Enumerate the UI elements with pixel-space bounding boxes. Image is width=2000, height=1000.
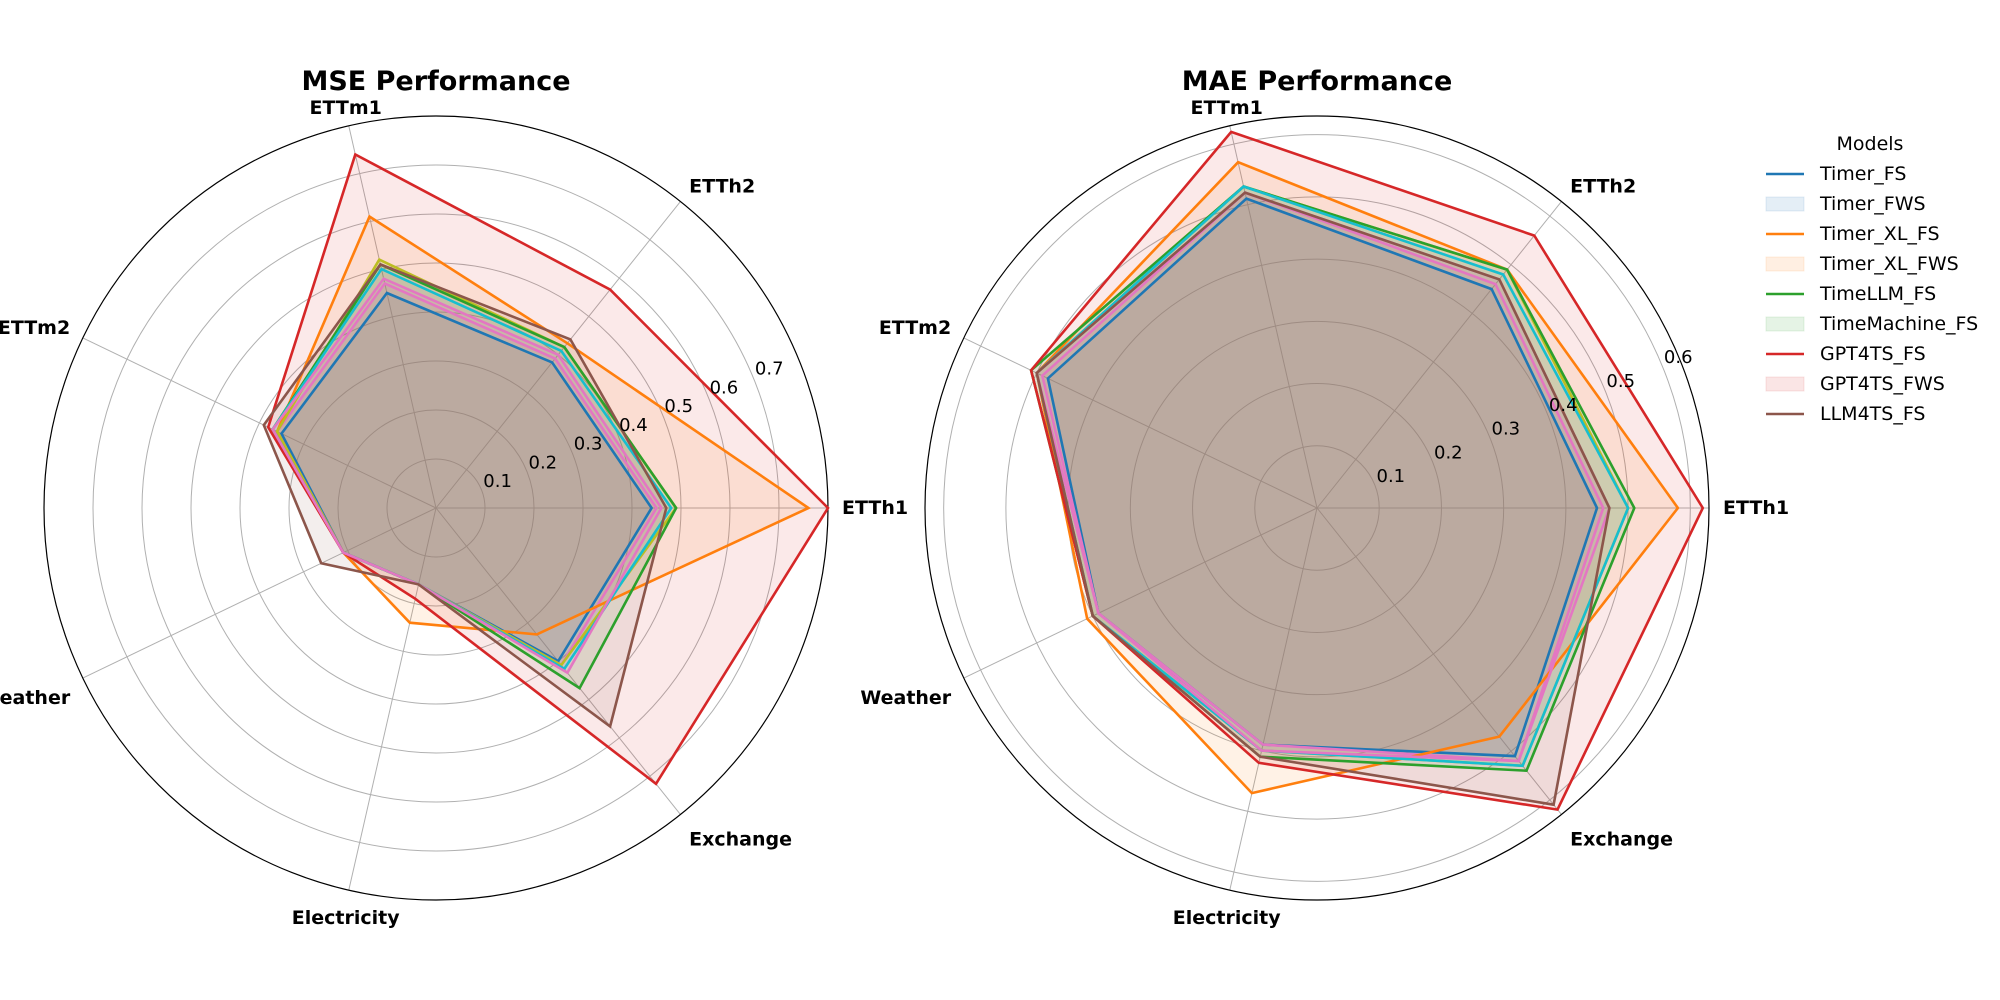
axis-label-electricity: Electricity	[1173, 907, 1281, 929]
legend-item-gpt4ts-fs: GPT4TS_FS	[1766, 343, 1926, 365]
spoke-electricity	[348, 507, 437, 891]
series-line-timer-fs	[1046, 197, 1599, 758]
spoke-weather	[82, 507, 437, 679]
legend: Models Timer_FS Timer_FWS Timer_XL_FS Timer_…	[1765, 133, 1978, 425]
axis-label-etth2: ETTh2	[1570, 176, 1636, 198]
legend-label: TimeMachine_FS	[1819, 313, 1978, 335]
legend-item-timellm-fs: TimeLLM_FS	[1766, 283, 1936, 305]
radial-tick-label: 0.1	[1377, 466, 1406, 487]
series-fill-timer-fws	[1042, 192, 1604, 762]
series-fill-timemachine-fs	[272, 269, 672, 669]
radial-tick-label: 0.7	[755, 359, 784, 380]
spoke-ettm1	[348, 125, 437, 509]
radial-tick-label: 0.3	[1492, 419, 1521, 440]
radial-tick-label: 0.5	[664, 396, 693, 417]
series-line-llm4ts-fs	[1035, 191, 1611, 807]
spoke-etth2	[1316, 201, 1562, 509]
legend-label: Timer_FS	[1819, 163, 1906, 185]
radial-tick-label: 0.5	[1606, 371, 1635, 392]
spoke-electricity	[1229, 507, 1318, 891]
polar-frame	[924, 115, 1710, 901]
series-fill-timemachine-fs	[1036, 186, 1629, 766]
radial-tick-label: 0.2	[1434, 442, 1463, 463]
series-fill-timer-fs	[1047, 198, 1597, 757]
spoke-exchange	[1316, 507, 1562, 815]
series-fill-timer-xl-fws	[1036, 186, 1629, 766]
spoke-ettm2	[963, 337, 1318, 509]
axis-label-ettm2: ETTm2	[879, 317, 951, 339]
series-line-gpt4ts-fws	[271, 277, 663, 675]
series-fill-timer-fws	[277, 283, 657, 666]
legend-label: Timer_FWS	[1819, 193, 1926, 215]
series-fill-timer-xl-fws	[277, 259, 677, 666]
legend-label: GPT4TS_FS	[1820, 343, 1926, 365]
spoke-ettm1	[1229, 125, 1318, 509]
radial-tick-label: 0.4	[1549, 395, 1578, 416]
legend-label: LLM4TS_FS	[1820, 403, 1925, 425]
legend-item-timemachine-fs: TimeMachine_FS	[1765, 313, 1978, 335]
mae-radar-chart: 0.1 0.2 0.3 0.4 0.5 0.6 ETTh1 ETTh2 ETTm1 ETTm2 We…	[860, 66, 1789, 929]
series-lines	[1029, 130, 1705, 812]
legend-item-gpt4ts-fws: GPT4TS_FWS	[1765, 373, 1945, 395]
legend-patch-swatch	[1765, 256, 1805, 272]
spoke-weather	[963, 507, 1318, 679]
legend-item-llm4ts-fs: LLM4TS_FS	[1766, 403, 1925, 425]
spoke-ettm2	[82, 337, 437, 509]
legend-label: TimeLLM_FS	[1819, 283, 1936, 305]
series-fill-timer-xl-fs	[277, 216, 809, 635]
radial-tick-label: 0.6	[1664, 347, 1693, 368]
axis-label-ettm1: ETTm1	[310, 97, 382, 119]
legend-label: GPT4TS_FWS	[1820, 373, 1945, 395]
axis-label-etth2: ETTh2	[689, 176, 755, 198]
legend-item-timer-fs: Timer_FS	[1766, 163, 1906, 185]
legend-item-timer-xl-fs: Timer_XL_FS	[1766, 223, 1940, 245]
radial-tick-label: 0.3	[574, 434, 603, 455]
chart-title: MSE Performance	[301, 66, 570, 97]
legend-item-timer-fws: Timer_FWS	[1765, 193, 1926, 215]
series-fill-llm4ts-fs	[263, 264, 667, 727]
legend-label: Timer_XL_FS	[1819, 223, 1940, 245]
series-line-gpt4ts-fs	[266, 152, 830, 786]
axis-label-weather: Weather	[860, 687, 951, 709]
legend-patch-swatch	[1765, 316, 1805, 332]
series-fill-llm4ts-fs	[1036, 192, 1610, 805]
axis-label-ettm1: ETTm1	[1191, 97, 1263, 119]
series-line-gpt4ts-fs	[1029, 130, 1705, 812]
legend-label: Timer_XL_FWS	[1819, 253, 1959, 275]
axis-label-ettm2: ETTm2	[0, 317, 70, 339]
legend-patch-swatch	[1765, 196, 1805, 212]
series-fill-gpt4ts-fs	[1031, 131, 1703, 810]
series-lines	[262, 152, 830, 786]
legend-title: Models	[1837, 133, 1904, 155]
radial-tick-label: 0.2	[529, 453, 558, 474]
series-fill-timer-fs	[281, 293, 652, 662]
radial-tick-label: 0.1	[483, 471, 512, 492]
series-line-llm4ts-fs	[262, 262, 668, 729]
legend-patch-swatch	[1765, 376, 1805, 392]
radial-tick-label: 0.6	[710, 378, 739, 399]
axis-label-etth1: ETTh1	[1723, 497, 1789, 519]
axis-label-exchange: Exchange	[689, 828, 792, 850]
chart-title: MAE Performance	[1182, 66, 1453, 97]
series-fill-gpt4ts-fws	[1036, 192, 1610, 762]
series-fill-gpt4ts-fws	[272, 278, 662, 673]
axis-label-etth1: ETTh1	[842, 497, 908, 519]
axis-label-weather: Weather	[0, 687, 71, 709]
series-line-timer-fs	[279, 291, 654, 663]
series-fill-timellm-fs	[1031, 186, 1635, 771]
legend-item-timer-xl-fws: Timer_XL_FWS	[1765, 253, 1959, 275]
series-fill-gpt4ts-fs	[268, 154, 828, 784]
series-fills	[263, 154, 828, 784]
mse-radar-chart: 0.1 0.2 0.3 0.4 0.5 0.6 0.7 ETTh1 ETTh2 ETTm1 ETTm…	[0, 66, 908, 929]
axis-label-exchange: Exchange	[1570, 828, 1673, 850]
radial-tick-label: 0.4	[619, 415, 648, 436]
series-fills	[1031, 131, 1703, 810]
axis-label-electricity: Electricity	[292, 907, 400, 929]
